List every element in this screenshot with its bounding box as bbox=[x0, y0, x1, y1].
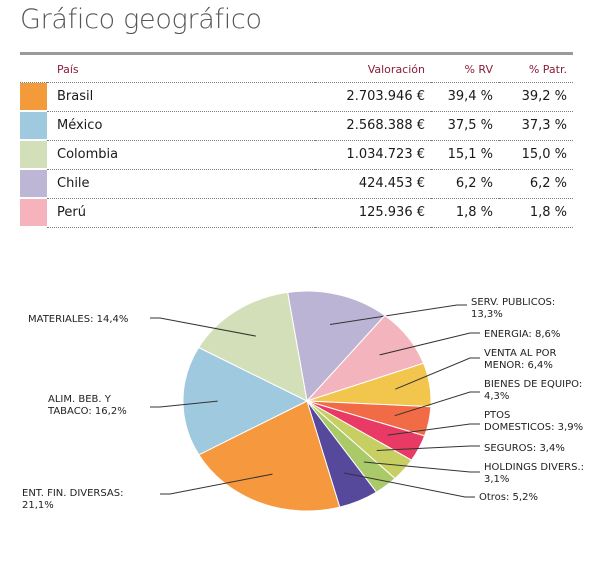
header-pat: % Patr. bbox=[499, 56, 573, 83]
leader-line bbox=[363, 461, 480, 473]
header-rv: % RV bbox=[431, 56, 499, 83]
country-color-swatch bbox=[20, 82, 47, 112]
country-color-swatch bbox=[20, 169, 47, 199]
pat-percent: 15,0 % bbox=[499, 140, 573, 170]
slice-label-line: SERV. PUBLICOS: bbox=[471, 297, 555, 308]
slice-label-line: MENOR: 6,4% bbox=[484, 360, 553, 371]
slice-label-line: Otros: 5,2% bbox=[479, 492, 538, 503]
valuation-value: 1.034.723 € bbox=[315, 140, 431, 170]
slice-label-line: 4,3% bbox=[484, 391, 509, 402]
country-color-swatch bbox=[20, 111, 47, 141]
rv-percent: 15,1 % bbox=[431, 140, 499, 170]
table-row: Chile 424.453 €6,2 % 6,2 % bbox=[20, 169, 573, 199]
leader-line bbox=[150, 400, 218, 408]
leader-line bbox=[344, 472, 475, 498]
leader-line bbox=[376, 445, 480, 451]
valuation-value: 125.936 € bbox=[315, 198, 431, 228]
slice-label-line: HOLDINGS DIVERS.: bbox=[484, 462, 584, 473]
slice-label-line: ENT. FIN. DIVERSAS: bbox=[22, 488, 123, 499]
table-row: Brasil 2.703.946 €39,4 % 39,2 % bbox=[20, 82, 573, 112]
pie-slice bbox=[198, 400, 341, 512]
pat-percent: 39,2 % bbox=[499, 82, 573, 112]
slice-label-line: ENERGIA: 8,6% bbox=[484, 329, 560, 340]
sector-pie-chart: SERV. PUBLICOS: 13,3% ENERGIA: 8,6% VENTA A… bbox=[0, 260, 613, 567]
leader-line bbox=[394, 391, 480, 417]
rv-percent: 39,4 % bbox=[431, 82, 499, 112]
slice-label-line: MATERIALES: 14,4% bbox=[28, 314, 128, 325]
slice-label: VENTA AL POR MENOR: 6,4% bbox=[484, 348, 556, 371]
slice-label: ALIM. BEB. Y TABACO: 16,2% bbox=[47, 394, 127, 417]
table-header-row: País Valoración % RV % Patr. bbox=[20, 56, 573, 83]
slice-label-line: SEGUROS: 3,4% bbox=[484, 443, 565, 454]
slice-label-line: DOMESTICOS: 3,9% bbox=[484, 422, 583, 433]
pie-slice bbox=[197, 291, 308, 402]
geographic-table: País Valoración % RV % Patr. Brasil 2.703… bbox=[20, 56, 573, 228]
table-row: México 2.568.388 €37,5 % 37,3 % bbox=[20, 111, 573, 141]
leader-line bbox=[379, 332, 480, 356]
slice-label: Otros: 5,2% bbox=[479, 492, 538, 503]
pat-percent: 1,8 % bbox=[499, 198, 573, 228]
country-name: Perú bbox=[47, 198, 315, 228]
pat-percent: 37,3 % bbox=[499, 111, 573, 141]
slice-label-line: VENTA AL POR bbox=[484, 348, 556, 359]
table-body: Brasil 2.703.946 €39,4 % 39,2 % México 2.568… bbox=[20, 82, 573, 228]
slice-label-line: 3,1% bbox=[484, 474, 509, 485]
slice-label: ENERGIA: 8,6% bbox=[484, 329, 560, 340]
table-row: Colombia 1.034.723 €15,1 % 15,0 % bbox=[20, 140, 573, 170]
pie-slice bbox=[287, 290, 386, 403]
valuation-value: 424.453 € bbox=[315, 169, 431, 199]
pie-slice bbox=[182, 346, 309, 456]
leader-line bbox=[150, 317, 256, 337]
slice-label: SERV. PUBLICOS: 13,3% bbox=[471, 297, 555, 320]
slice-label-line: TABACO: 16,2% bbox=[47, 406, 127, 417]
rv-percent: 37,5 % bbox=[431, 111, 499, 141]
slice-label: MATERIALES: 14,4% bbox=[28, 314, 128, 325]
leader-line bbox=[160, 473, 273, 495]
slice-label: HOLDINGS DIVERS.: 3,1% bbox=[484, 462, 584, 485]
leader-line bbox=[387, 423, 480, 436]
slice-label: BIENES DE EQUIPO: 4,3% bbox=[484, 379, 582, 402]
title-rule bbox=[20, 52, 573, 55]
country-color-swatch bbox=[20, 198, 47, 228]
rv-percent: 1,8 % bbox=[431, 198, 499, 228]
swatch-header bbox=[20, 56, 47, 83]
pat-percent: 6,2 % bbox=[499, 169, 573, 199]
country-name: Colombia bbox=[47, 140, 315, 170]
rv-percent: 6,2 % bbox=[431, 169, 499, 199]
slice-label: PTOS DOMESTICOS: 3,9% bbox=[484, 410, 583, 433]
header-country: País bbox=[47, 56, 315, 83]
country-name: Chile bbox=[47, 169, 315, 199]
pie-chart-svg: SERV. PUBLICOS: 13,3% ENERGIA: 8,6% VENTA A… bbox=[22, 290, 584, 512]
country-name: México bbox=[47, 111, 315, 141]
slice-label-line: BIENES DE EQUIPO: bbox=[484, 379, 582, 390]
table-row: Perú 125.936 €1,8 % 1,8 % bbox=[20, 198, 573, 228]
slice-label: ENT. FIN. DIVERSAS: 21,1% bbox=[22, 488, 123, 511]
valuation-value: 2.703.946 € bbox=[315, 82, 431, 112]
leader-line bbox=[330, 304, 467, 325]
page-title: Gráfico geográfico bbox=[20, 4, 262, 35]
country-name: Brasil bbox=[47, 82, 315, 112]
header-valuation: Valoración bbox=[315, 56, 431, 83]
leader-line bbox=[395, 357, 480, 390]
slice-label: SEGUROS: 3,4% bbox=[484, 443, 565, 454]
slice-label-line: PTOS bbox=[484, 410, 510, 421]
slice-label-line: 21,1% bbox=[22, 500, 54, 511]
country-color-swatch bbox=[20, 140, 47, 170]
slice-label-line: ALIM. BEB. Y bbox=[48, 394, 112, 405]
slice-label-line: 13,3% bbox=[471, 309, 503, 320]
valuation-value: 2.568.388 € bbox=[315, 111, 431, 141]
